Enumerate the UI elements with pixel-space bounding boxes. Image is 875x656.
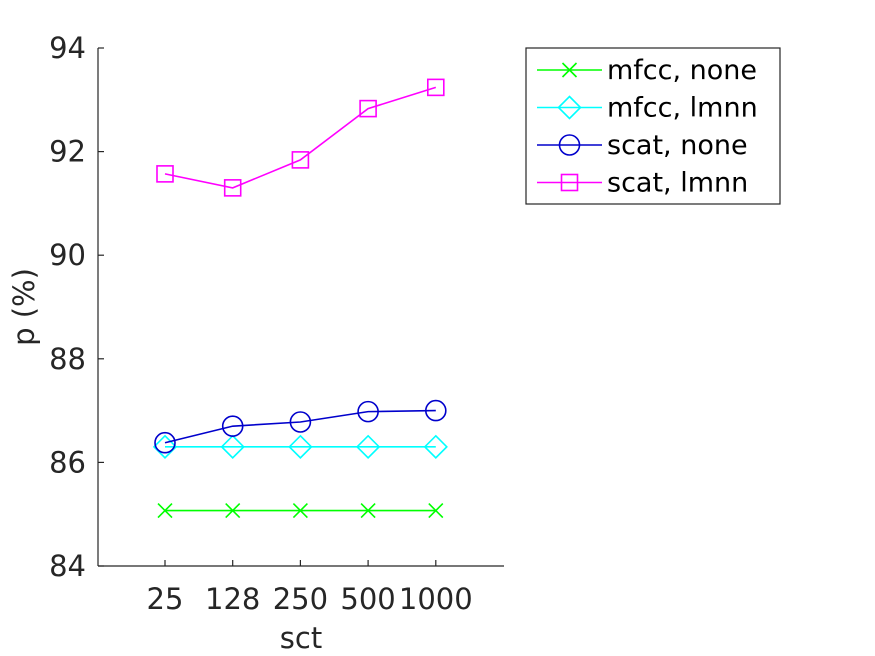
y-tick-label: 90 xyxy=(49,238,86,272)
y-tick-label: 88 xyxy=(49,342,86,376)
data-point xyxy=(154,431,176,454)
data-point xyxy=(152,434,178,459)
legend-item: mfcc, none xyxy=(537,55,757,86)
data-point xyxy=(428,503,444,519)
data-point xyxy=(357,400,379,423)
data-point xyxy=(360,503,376,519)
data-point xyxy=(220,434,245,459)
axes: 84 86 88 90 92 94 25 128 250 500 1000 sct p (%) xyxy=(7,31,504,655)
data-point xyxy=(157,503,173,519)
data-point xyxy=(426,78,445,97)
data-point xyxy=(156,165,174,183)
data-point xyxy=(359,99,377,118)
legend: mfcc, none mfcc, lmnn scat, none scat, lmnn xyxy=(525,47,781,205)
legend-marker xyxy=(561,62,578,78)
x-tick-label: 500 xyxy=(340,582,395,616)
legend-item: scat, none xyxy=(537,130,748,161)
y-tick-label: 92 xyxy=(49,135,86,169)
y-tick-label: 86 xyxy=(49,445,86,479)
legend-label: scat, none xyxy=(607,130,748,161)
data-point xyxy=(355,434,381,459)
y-tick-label: 94 xyxy=(49,31,86,65)
data-point xyxy=(225,503,241,519)
data-point xyxy=(288,434,313,459)
series-scat-lmnn xyxy=(156,78,445,197)
series-scat-none xyxy=(154,399,447,454)
x-axis-label: sct xyxy=(280,621,322,655)
series-mfcc-lmnn xyxy=(152,434,448,459)
data-point xyxy=(424,399,447,422)
data-point xyxy=(423,434,448,459)
y-axis-label: p (%) xyxy=(7,268,41,346)
data-point xyxy=(289,411,312,433)
y-ticks: 84 86 88 90 92 94 xyxy=(49,31,104,583)
legend-label: mfcc, none xyxy=(607,55,757,86)
data-point xyxy=(291,151,310,169)
x-tick-label: 25 xyxy=(147,582,184,616)
legend-label: mfcc, lmnn xyxy=(607,93,758,124)
series-layer xyxy=(152,78,448,519)
data-point xyxy=(223,179,242,197)
legend-item: scat, lmnn xyxy=(537,168,748,199)
legend-marker xyxy=(557,95,582,120)
legend-marker xyxy=(560,173,579,192)
x-ticks: 25 128 250 500 1000 xyxy=(147,560,473,616)
series-line xyxy=(164,409,436,444)
data-point xyxy=(292,503,308,519)
y-tick-label: 84 xyxy=(49,549,86,583)
legend-label: scat, lmnn xyxy=(607,168,748,199)
x-tick-label: 1000 xyxy=(399,582,473,616)
x-tick-label: 250 xyxy=(273,582,328,616)
series-line xyxy=(164,86,437,189)
legend-box xyxy=(525,47,781,205)
legend-marker xyxy=(558,134,581,156)
legend-item: mfcc, lmnn xyxy=(537,93,758,124)
series-mfcc-none xyxy=(157,503,444,519)
x-tick-label: 128 xyxy=(205,582,260,616)
data-point xyxy=(221,415,244,437)
legend-items: mfcc, none mfcc, lmnn scat, none scat, lmnn xyxy=(537,55,758,199)
